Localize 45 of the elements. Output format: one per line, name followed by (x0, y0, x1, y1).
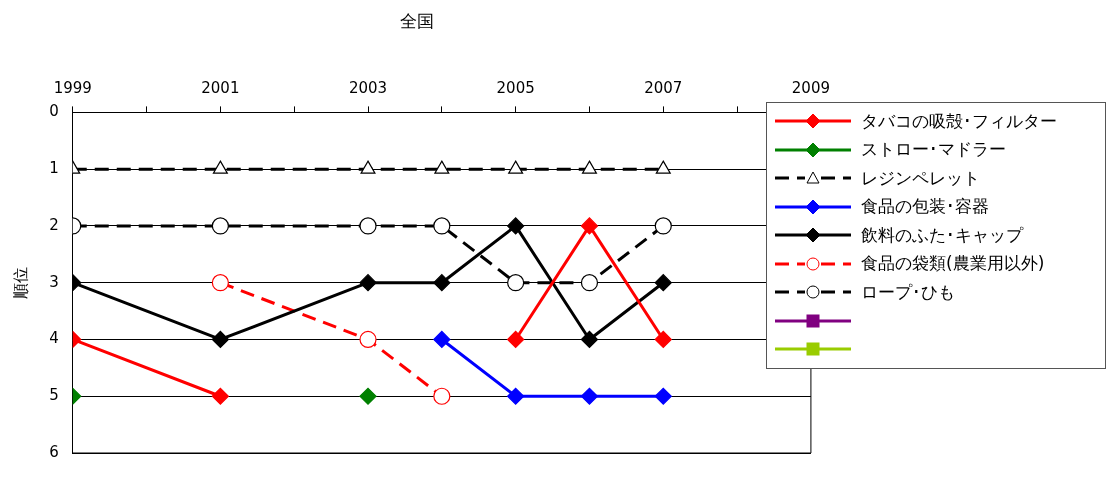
legend-label: 食品の包装･容器 (861, 195, 989, 219)
y-tick-label: 3 (49, 272, 59, 291)
point (359, 330, 377, 349)
legend-label: タバコの吸殻･フィルター (861, 109, 1057, 133)
legend-label: 飲料のふた･キャップ (861, 223, 1023, 247)
x-tick-label: 2007 (644, 79, 683, 98)
point (580, 330, 599, 349)
legend-label: ストロー･マドラー (861, 138, 1006, 162)
point (507, 330, 525, 349)
y-tick-label: 5 (49, 386, 59, 405)
point (507, 217, 525, 235)
point (654, 274, 672, 292)
y-axis-title: 順位 (10, 266, 30, 299)
point (580, 387, 599, 405)
point (433, 330, 451, 349)
y-tick-label: 6 (49, 442, 59, 461)
x-tick-label: 2009 (791, 79, 831, 98)
x-tick-label: 2005 (496, 79, 535, 98)
point (433, 217, 451, 235)
y-tick-label: 1 (49, 159, 59, 178)
x-tick-label: 1999 (53, 79, 92, 98)
x-tick-label: 2001 (201, 79, 240, 98)
legend-label: レジンペレット (861, 166, 980, 190)
point (654, 217, 672, 235)
y-tick-label: 2 (49, 215, 59, 234)
point (359, 217, 377, 235)
point (580, 274, 599, 292)
point (359, 274, 377, 292)
legend-label: ロープ･ひも (861, 280, 955, 304)
point (507, 387, 525, 405)
point (211, 274, 229, 292)
point (507, 274, 525, 292)
legend-label: 食品の袋類(農業用以外) (861, 252, 1045, 276)
chart-title: 全国 (400, 10, 434, 31)
point (211, 330, 229, 349)
y-tick-label: 4 (49, 329, 59, 348)
point (654, 387, 672, 405)
point (433, 387, 451, 405)
x-tick-label: 2003 (348, 79, 388, 98)
point (433, 274, 451, 292)
point (211, 217, 229, 235)
point (654, 330, 672, 349)
point (580, 217, 599, 235)
point (211, 387, 229, 405)
y-tick-label: 0 (49, 102, 59, 121)
